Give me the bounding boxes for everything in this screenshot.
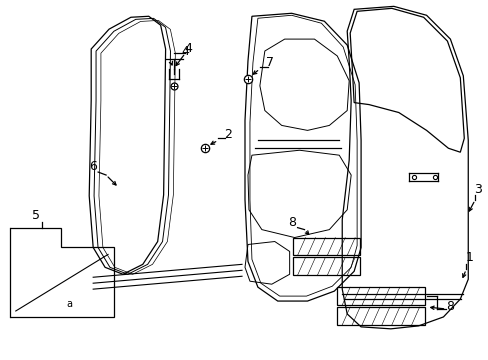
Text: 8: 8 — [287, 216, 295, 229]
Text: 7: 7 — [265, 57, 273, 69]
Text: 6: 6 — [89, 159, 97, 172]
Text: 2: 2 — [224, 128, 232, 141]
Text: 1: 1 — [465, 251, 472, 264]
Text: 8: 8 — [446, 300, 453, 312]
Text: a: a — [66, 299, 72, 309]
Text: 5: 5 — [32, 209, 40, 222]
Text: 4: 4 — [181, 45, 189, 58]
Text: 3: 3 — [473, 184, 481, 197]
Text: 4: 4 — [184, 41, 192, 54]
